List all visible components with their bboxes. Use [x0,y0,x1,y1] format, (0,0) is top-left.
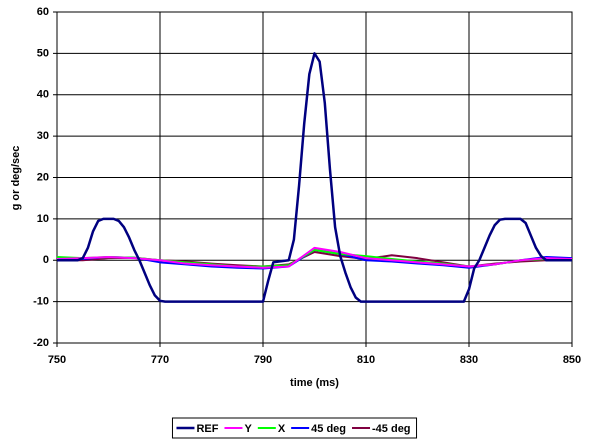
y-tick-label: 50 [37,47,49,59]
y-tick-label: 60 [37,6,49,18]
y-tick-label: 20 [37,171,49,183]
legend-label: Y [244,423,252,435]
y-tick-label: 0 [43,254,49,266]
legend-label: -45 deg [372,423,411,435]
plot-border [56,11,573,344]
legend-label: X [278,423,286,435]
x-axis-label: time (ms) [290,377,339,389]
y-tick-label: 10 [37,213,49,225]
y-tick-label: -20 [33,337,49,349]
y-tick-label: 40 [37,89,49,101]
legend-label: REF [196,423,218,435]
x-tick-label: 830 [460,354,478,366]
y-tick-label: -10 [33,296,49,308]
x-tick-label: 850 [563,354,581,366]
series-line [57,52,572,303]
x-tick-label: 750 [48,354,66,366]
y-tick-label: 30 [37,130,49,142]
legend-label: 45 deg [311,423,346,435]
x-tick-label: 770 [151,354,169,366]
y-axis-label: g or deg/sec [10,146,22,211]
x-tick-label: 810 [357,354,375,366]
x-tick-label: 790 [254,354,272,366]
series-line [56,246,573,269]
